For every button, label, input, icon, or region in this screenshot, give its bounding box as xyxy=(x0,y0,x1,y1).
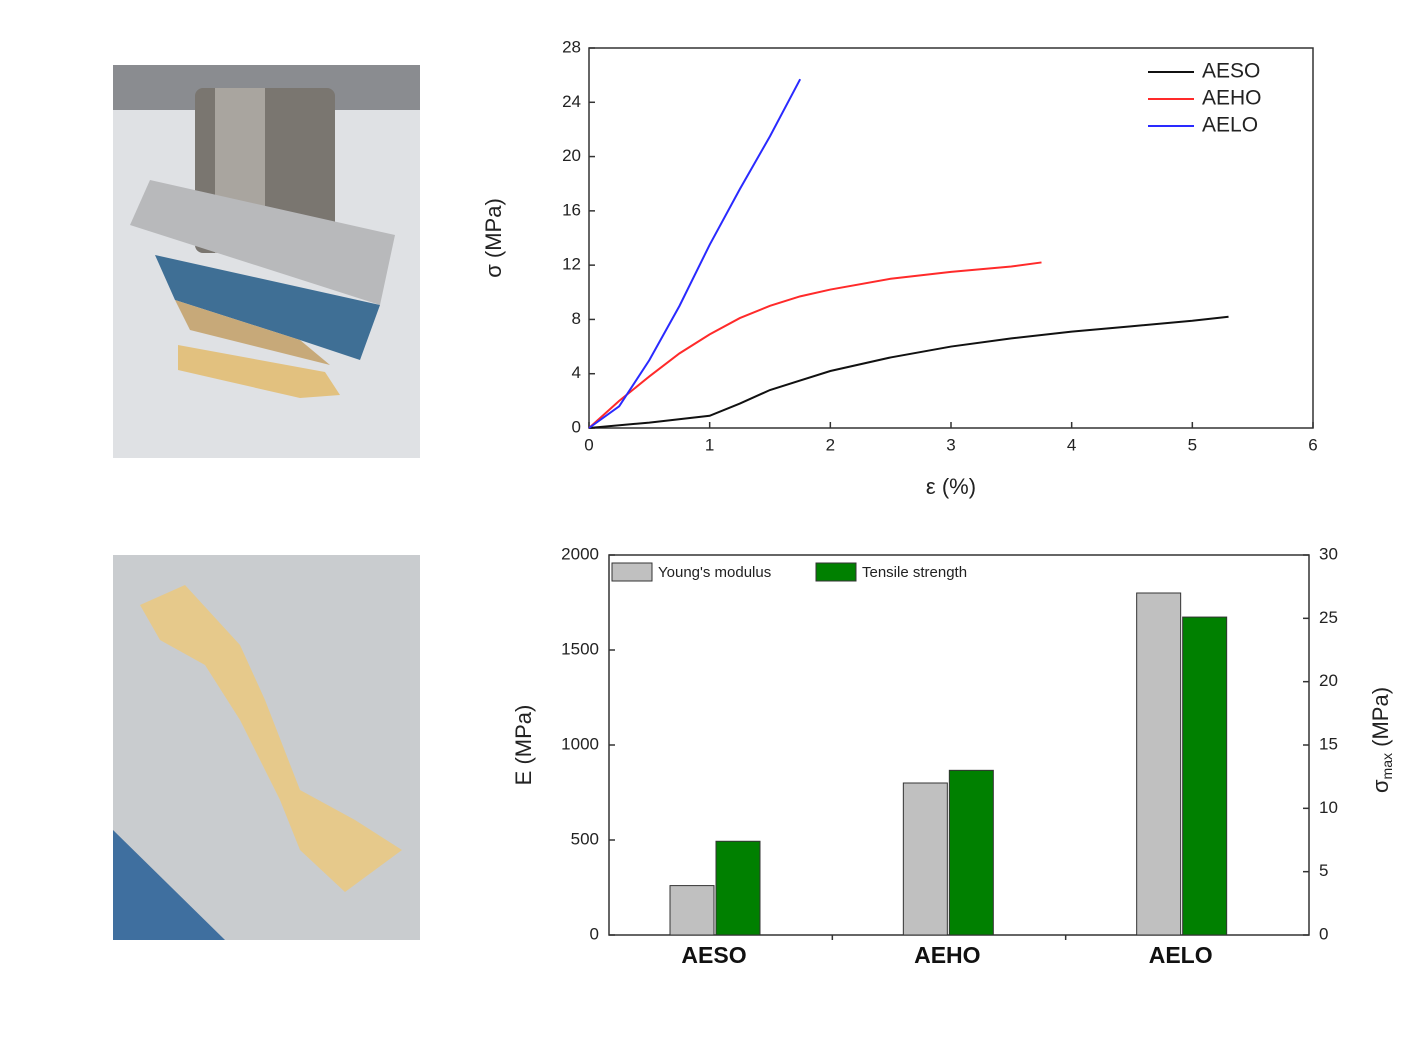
y-tick-label: 500 xyxy=(571,829,599,848)
legend-label: AELO xyxy=(1202,114,1258,137)
y2-axis-label-part: σ xyxy=(1368,779,1393,793)
legend-label: AESO xyxy=(1202,60,1260,83)
line xyxy=(588,315,1229,429)
y2-tick-label: 5 xyxy=(1319,861,1328,880)
y-tick-label: 0 xyxy=(590,924,599,943)
x-axis-label: ε (%) xyxy=(926,474,976,499)
photo-specimen xyxy=(113,555,420,940)
x-tick-label: 5 xyxy=(1188,435,1197,454)
y2-axis-label-part: (MPa) xyxy=(1368,687,1393,753)
y-tick-label: 0 xyxy=(572,417,581,436)
y-tick-label: 1500 xyxy=(561,639,599,658)
category-label: AEHO xyxy=(914,942,980,968)
x-tick-label: 1 xyxy=(705,435,714,454)
x-tick-label: 3 xyxy=(946,435,955,454)
y-tick-label: 2000 xyxy=(561,544,599,563)
y-tick-label: 8 xyxy=(572,309,581,328)
y-tick-label: 12 xyxy=(562,255,581,274)
y-tick-label: 1000 xyxy=(561,734,599,753)
y-tick-label: 4 xyxy=(572,363,581,382)
x-tick-label: 6 xyxy=(1308,435,1317,454)
legend-swatch xyxy=(611,562,653,582)
legend-label: AEHO xyxy=(1202,87,1262,110)
bar xyxy=(715,840,761,936)
photo-tensile-machine xyxy=(113,65,420,458)
y2-tick-label: 15 xyxy=(1319,734,1338,753)
bar xyxy=(1182,616,1228,936)
y2-tick-label: 25 xyxy=(1319,608,1338,627)
y-tick-label: 24 xyxy=(562,92,581,111)
line xyxy=(588,261,1042,429)
y2-tick-label: 0 xyxy=(1319,924,1328,943)
bar xyxy=(669,885,715,936)
y-tick-label: 28 xyxy=(562,37,581,56)
category-label: AESO xyxy=(681,942,746,968)
line xyxy=(588,78,802,429)
y2-tick-label: 20 xyxy=(1319,671,1338,690)
legend-label: Young's modulus xyxy=(658,564,771,581)
x-tick-label: 2 xyxy=(826,435,835,454)
legend-label: Tensile strength xyxy=(862,564,967,581)
y2-axis-label-part: max xyxy=(1379,753,1395,779)
y-axis-label: σ (MPa) xyxy=(481,198,506,278)
y2-axis-label: σmax (MPa) xyxy=(1368,687,1395,793)
bar xyxy=(948,769,994,936)
y-tick-label: 20 xyxy=(562,146,581,165)
y-tick-label: 16 xyxy=(562,200,581,219)
x-tick-label: 0 xyxy=(584,435,593,454)
y2-tick-label: 10 xyxy=(1319,798,1338,817)
bar xyxy=(902,782,948,936)
x-tick-label: 4 xyxy=(1067,435,1076,454)
y2-tick-label: 30 xyxy=(1319,544,1338,563)
bar xyxy=(1136,592,1182,936)
y-axis-label: E (MPa) xyxy=(511,705,536,786)
category-label: AELO xyxy=(1149,942,1213,968)
legend-swatch xyxy=(815,562,857,582)
